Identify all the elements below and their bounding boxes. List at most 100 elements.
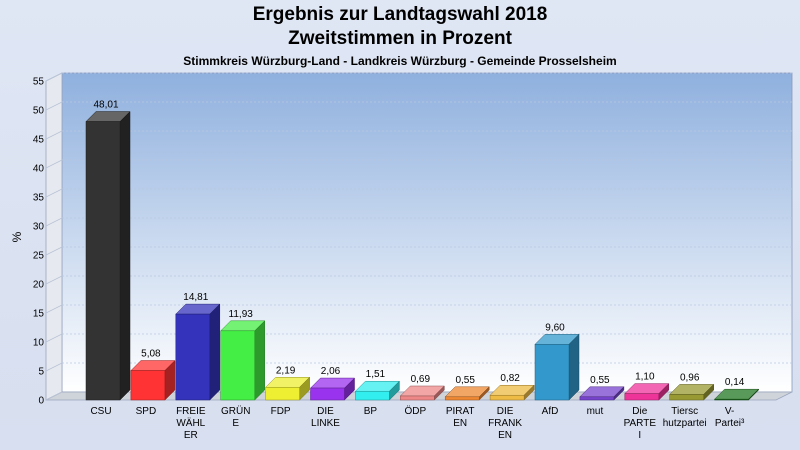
bar-front	[444, 396, 480, 401]
y-tick-label: 30	[33, 222, 45, 233]
y-tick-label: 15	[33, 309, 45, 320]
y-axis-label: %	[10, 231, 24, 242]
x-tick-label: EN	[453, 418, 467, 429]
bar-value-label: 0,55	[590, 375, 610, 386]
x-tick-label: CSU	[90, 406, 111, 417]
y-tick-label: 20	[33, 280, 45, 291]
bar	[399, 385, 445, 401]
bar-side	[209, 303, 221, 401]
y-tick-label: 50	[33, 106, 45, 117]
bar-front	[624, 393, 660, 401]
bar-front	[175, 313, 211, 401]
bar-front	[669, 394, 704, 401]
bar-front	[265, 387, 300, 401]
bar	[175, 303, 221, 401]
bar	[669, 383, 715, 401]
bar-value-label: 11,93	[229, 309, 254, 320]
x-tick-label: SPD	[136, 406, 157, 417]
bar	[130, 359, 176, 401]
x-tick-label: PIRAT	[446, 406, 475, 417]
chart-subtitle: Stimmkreis Würzburg-Land - Landkreis Wür…	[183, 54, 617, 68]
bar	[220, 320, 266, 401]
plot-side-wall	[45, 72, 63, 401]
bar-front	[489, 394, 525, 401]
bar-front	[400, 395, 435, 401]
bar	[579, 386, 625, 401]
x-tick-label: Partei³	[715, 418, 745, 429]
x-tick-label: V-	[725, 406, 734, 417]
x-tick-label: BP	[364, 406, 378, 417]
x-tick-label: GRÜN	[221, 405, 250, 417]
bar-value-label: 0,69	[411, 374, 431, 385]
y-tick-label: 45	[33, 135, 45, 146]
bar	[264, 376, 311, 401]
grid-line-side	[45, 333, 63, 343]
y-tick-label: 25	[33, 251, 45, 262]
x-tick-label: DIE	[317, 406, 334, 417]
x-tick-label: Tiersc	[671, 406, 698, 417]
bar-value-label: 14,81	[183, 292, 208, 303]
x-tick-label: E	[232, 418, 239, 429]
bar-side	[119, 110, 131, 401]
x-tick-label: FREIE	[176, 406, 206, 417]
bar	[85, 110, 131, 401]
grid-line-side	[45, 217, 63, 227]
bar-front	[579, 396, 615, 401]
bar	[534, 333, 580, 401]
x-tick-label: hutzpartei	[663, 418, 707, 429]
y-tick-label: 40	[33, 164, 45, 175]
grid-line-side	[45, 188, 63, 198]
grid-line-side	[45, 130, 63, 140]
bar-side	[568, 333, 580, 401]
grid-line-side	[45, 275, 63, 285]
grid-line-side	[45, 101, 63, 111]
bar-value-label: 9,60	[545, 322, 565, 333]
bar-value-label: 0,55	[455, 375, 475, 386]
x-tick-label: mut	[587, 406, 604, 417]
y-tick-label: 5	[38, 367, 44, 378]
bar	[489, 384, 535, 401]
bar-value-label: 1,51	[366, 369, 386, 380]
bar-front	[714, 398, 749, 401]
bar-value-label: 48,01	[93, 100, 118, 111]
bar-front	[85, 121, 121, 401]
bar-value-label: 0,96	[680, 372, 700, 383]
bar-front	[534, 344, 570, 401]
x-tick-label: DIE	[497, 406, 514, 417]
y-tick-label: 55	[33, 77, 45, 88]
bar	[444, 386, 490, 401]
x-tick-label: WÄHL	[176, 417, 205, 429]
chart-title: Ergebnis zur Landtagswahl 2018	[252, 4, 548, 25]
plot-background	[61, 72, 793, 393]
bar-value-label: 0,14	[725, 377, 745, 388]
grid-line-side	[45, 391, 63, 401]
bar-front	[355, 390, 390, 401]
bar	[624, 383, 670, 401]
x-tick-label: PARTE	[624, 418, 657, 429]
bar-front	[310, 387, 345, 401]
y-tick-label: 10	[33, 338, 45, 349]
bar-side	[254, 320, 265, 401]
x-tick-label: FRANK	[488, 418, 522, 429]
bar-front	[220, 330, 255, 401]
bar-value-label: 2,19	[276, 365, 296, 376]
bar-value-label: 5,08	[141, 349, 161, 360]
chart-title-line2: Zweitstimmen in Prozent	[288, 28, 512, 49]
bar	[354, 380, 401, 401]
bar-front	[130, 370, 166, 401]
y-tick-label: 35	[33, 193, 45, 204]
x-tick-label: Die	[632, 406, 647, 417]
grid-line-side	[45, 362, 63, 372]
bar-value-label: 1,10	[635, 372, 655, 383]
bar	[309, 377, 356, 401]
x-tick-label: I	[638, 430, 641, 441]
x-tick-label: ÖDP	[404, 405, 426, 417]
bar-value-label: 2,06	[321, 366, 341, 377]
grid-line-side	[45, 246, 63, 256]
x-tick-label: EN	[498, 430, 512, 441]
x-tick-label: AfD	[542, 406, 559, 417]
grid-line-side	[45, 304, 63, 314]
x-tick-label: LINKE	[311, 418, 340, 429]
bar	[713, 388, 760, 401]
